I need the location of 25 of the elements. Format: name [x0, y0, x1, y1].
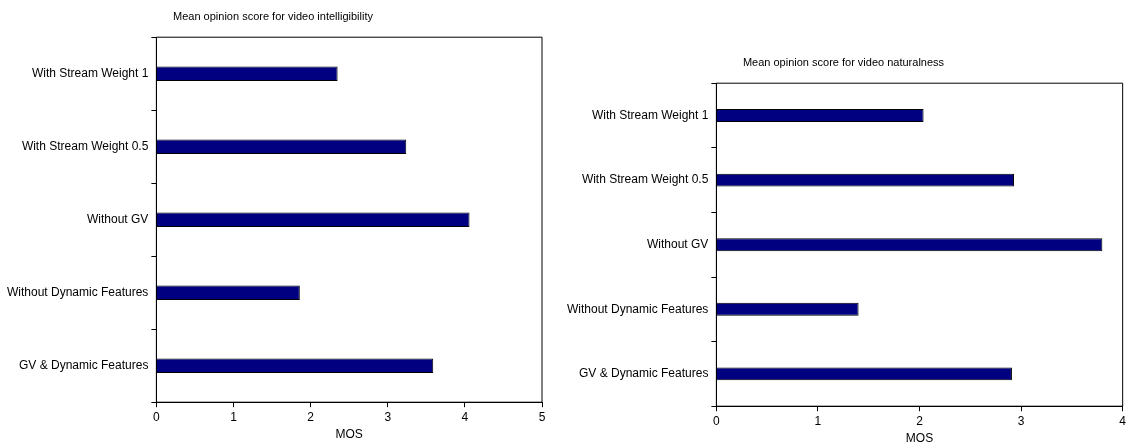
y-tick-label: With Stream Weight 1 [591, 107, 709, 122]
y-tick-label: GV & Dynamic Features [579, 366, 709, 381]
x-tick-label: 3 [1017, 413, 1025, 428]
x-tick-label: 0 [713, 413, 721, 428]
x-tick-label: 2 [307, 409, 315, 424]
x-axis-title: MOS [905, 431, 934, 446]
y-tick-label: With Stream Weight 1 [31, 66, 149, 81]
y-tick-label: With Stream Weight 0.5 [581, 172, 709, 187]
y-tick-label: With Stream Weight 0.5 [21, 139, 149, 154]
y-tick-label: Without Dynamic Features [566, 301, 709, 316]
x-tick-label: 0 [153, 409, 161, 424]
x-tick-label: 5 [538, 409, 546, 424]
chart-title: Mean opinion score for video intelligibility [173, 9, 374, 22]
y-tick-label: GV & Dynamic Features [19, 358, 149, 373]
y-tick-label: Without Dynamic Features [6, 285, 149, 300]
x-tick-label: 2 [916, 413, 924, 428]
chart-title: Mean opinion score for video naturalness [742, 55, 945, 68]
x-tick-label: 1 [814, 413, 822, 428]
x-tick-label: 3 [384, 409, 392, 424]
y-tick-label: Without GV [647, 237, 709, 252]
y-tick-label: Without GV [87, 212, 149, 227]
x-tick-label: 1 [230, 409, 238, 424]
x-tick-label: 4 [461, 409, 469, 424]
x-tick-label: 4 [1119, 413, 1127, 428]
x-axis-title: MOS [335, 427, 363, 442]
